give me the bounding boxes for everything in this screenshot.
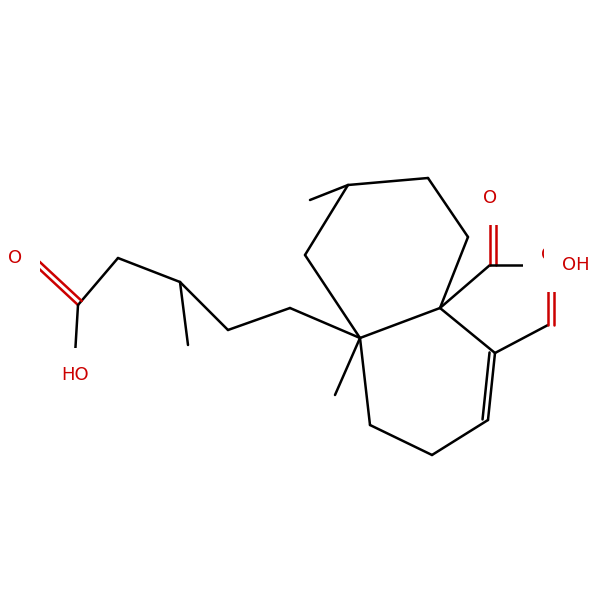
Text: O: O <box>8 249 22 267</box>
Text: O: O <box>483 189 497 207</box>
Text: O: O <box>541 246 555 264</box>
Text: HO: HO <box>61 366 89 384</box>
Text: OH: OH <box>562 256 590 274</box>
